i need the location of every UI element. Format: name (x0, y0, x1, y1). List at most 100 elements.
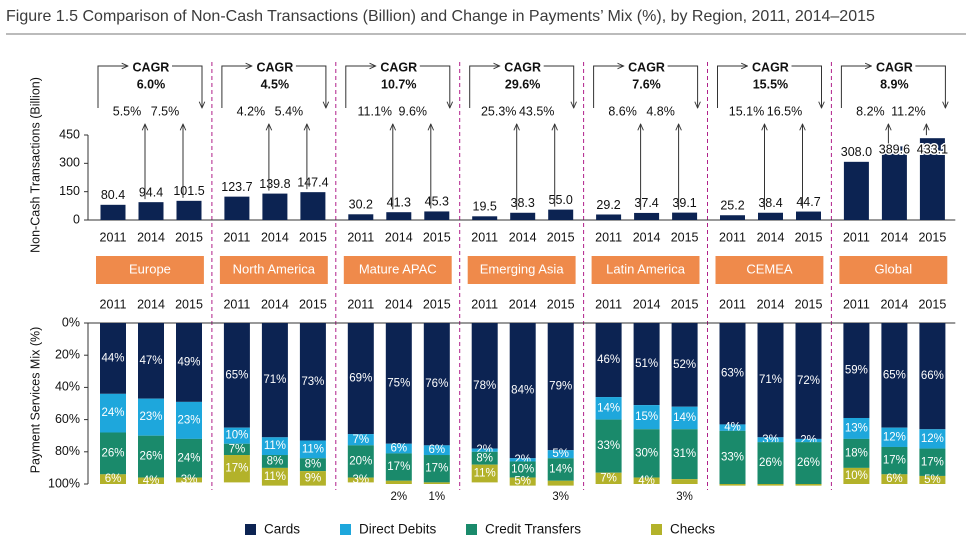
cagr-value: 29.6% (505, 77, 540, 91)
y-tick-label: 100% (48, 476, 80, 490)
value-label: 20% (349, 455, 372, 467)
value-label: 26% (139, 451, 162, 463)
bar-segment (471, 448, 498, 452)
value-label: 12% (921, 433, 944, 445)
bar-segment (843, 467, 870, 484)
value-label: 10% (845, 470, 868, 482)
x-tick-label: 2015 (795, 297, 823, 311)
bar-segment (261, 467, 288, 486)
value-label: 3% (181, 474, 198, 486)
cagr-arrow (469, 66, 500, 108)
region-label: CEMEA (746, 261, 793, 276)
value-label: 17% (921, 456, 944, 468)
bar-segment (719, 430, 746, 484)
bar (510, 212, 536, 220)
value-label: 433.1 (917, 142, 948, 156)
value-label: 8% (305, 459, 322, 471)
bar-segment (347, 434, 374, 446)
growth-label: 5.5% (113, 104, 142, 118)
x-tick-label: 2015 (547, 230, 575, 244)
bar-segment (795, 323, 822, 439)
bar-segment (919, 429, 946, 449)
cagr-value: 7.6% (632, 77, 661, 91)
y-tick-label: 0 (73, 212, 80, 226)
bar-segment (385, 480, 412, 484)
x-tick-label: 2014 (261, 230, 289, 244)
value-label: 65% (225, 369, 248, 381)
x-tick-label: 2015 (423, 230, 451, 244)
bar (176, 200, 202, 220)
bar-segment (881, 474, 908, 484)
region-box (591, 256, 700, 284)
value-label: 25.2 (720, 199, 744, 213)
value-label: 71% (759, 374, 782, 386)
bar-segment (719, 323, 746, 425)
bar-segment (509, 458, 536, 462)
x-tick-label: 2011 (843, 297, 870, 311)
x-tick-label: 2011 (595, 230, 622, 244)
cagr-arrow (419, 65, 450, 108)
bar-segment (633, 405, 660, 430)
x-tick-label: 2011 (223, 230, 250, 244)
bar-segment (223, 443, 250, 456)
bar-segment (176, 323, 202, 402)
region-label: Mature APAC (359, 261, 437, 276)
cagr-arrow (667, 65, 698, 108)
bar-segment (347, 323, 374, 435)
value-label: 308.0 (841, 145, 872, 159)
bar-segment (299, 458, 326, 472)
legend-swatch (340, 524, 351, 535)
bar-segment (176, 477, 202, 483)
value-label: 10% (225, 430, 248, 442)
bar-segment (919, 475, 946, 484)
value-label: 7% (229, 443, 246, 455)
bar-segment (757, 323, 784, 438)
x-tick-label: 2011 (471, 297, 498, 311)
bar (300, 192, 326, 220)
growth-label: 5.4% (275, 104, 304, 118)
value-label: 17% (387, 461, 410, 473)
bar (881, 146, 907, 220)
cagr-label: CAGR (256, 60, 293, 74)
x-tick-label: 2015 (918, 297, 946, 311)
cagr-value: 4.5% (261, 77, 290, 91)
x-tick-label: 2011 (223, 297, 250, 311)
bar-segment (299, 471, 326, 486)
chart-title: Figure 1.5 Comparison of Non-Cash Transa… (6, 8, 875, 25)
bar-segment (176, 438, 202, 478)
y-tick-label: 60% (55, 412, 80, 426)
bar (720, 215, 745, 220)
value-label: 147.4 (297, 175, 328, 189)
region-label: Global (875, 261, 913, 276)
bar-segment (100, 323, 126, 394)
bar-segment (757, 437, 784, 443)
value-label: 17% (883, 455, 906, 467)
growth-label: 11.2% (891, 104, 926, 118)
bar-segment (547, 323, 574, 451)
bar (548, 209, 574, 220)
x-tick-label: 2015 (175, 230, 203, 244)
bar-segment (176, 401, 202, 439)
growth-label: 8.2% (856, 104, 885, 118)
cagr-value: 6.0% (137, 77, 166, 91)
x-tick-label: 2014 (509, 297, 537, 311)
x-tick-label: 2015 (918, 230, 946, 244)
legend-label: Cards (264, 522, 300, 537)
value-label: 30.2 (349, 198, 373, 212)
value-label: 84% (511, 385, 534, 397)
cagr-arrow (717, 66, 748, 108)
x-tick-label: 2014 (757, 230, 785, 244)
bar-segment (633, 477, 660, 484)
bar-segment (509, 323, 536, 459)
bar (386, 212, 412, 220)
bar (843, 161, 869, 220)
bar-segment (223, 323, 250, 428)
value-label: 17% (225, 463, 248, 475)
growth-label: 4.2% (237, 104, 266, 118)
value-label: 9% (305, 472, 322, 484)
cagr-arrow (915, 65, 945, 108)
bar (596, 214, 622, 220)
bar-segment (385, 453, 412, 481)
bar-segment (595, 472, 622, 484)
x-tick-label: 2011 (471, 230, 498, 244)
